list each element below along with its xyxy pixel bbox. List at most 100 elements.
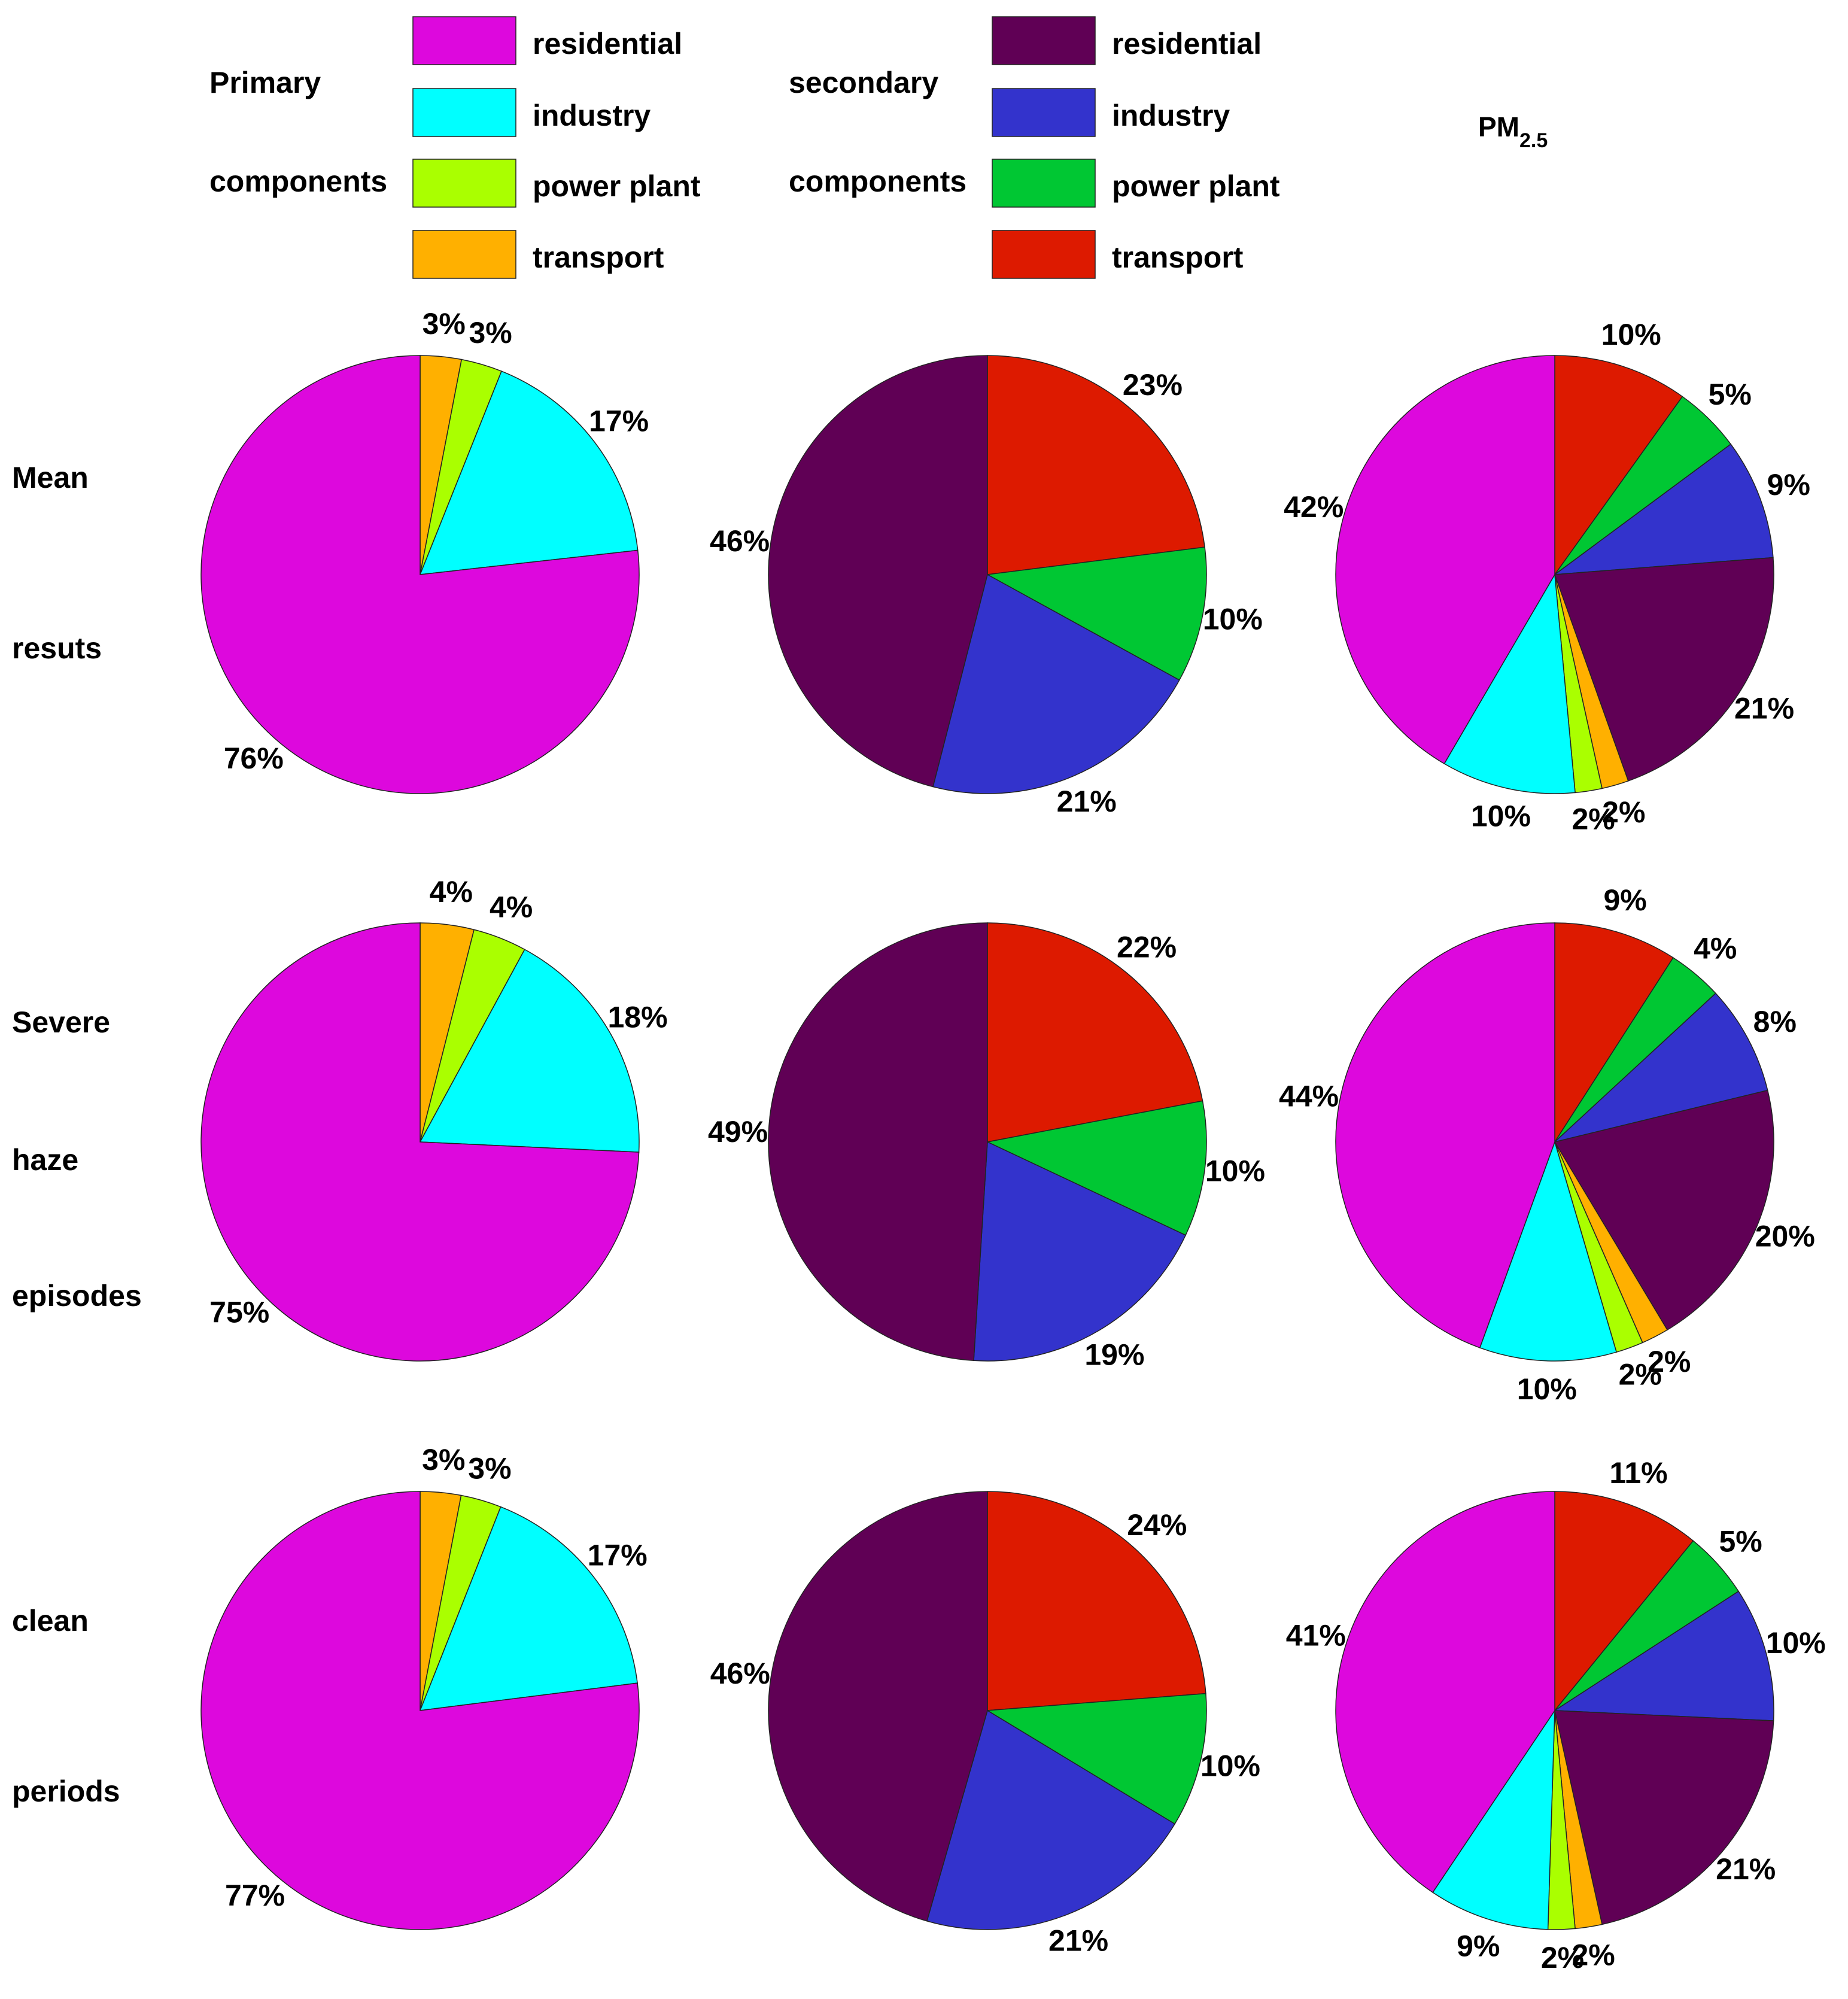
primary-legend-title-line2: components (209, 165, 387, 198)
pie-slice-severe-haze-episodes-secondary-components-power-plant (986, 1100, 1207, 1236)
pm25-column-title: PM2.5 (1478, 111, 1548, 152)
pie-slice-severe-haze-episodes-primary-components-industry (419, 949, 640, 1153)
pie-label-clean-periods-primary-components-power-plant: 3% (468, 1452, 511, 1485)
pie-label-clean-periods-pm2-5-primary-residential: 41% (1286, 1619, 1346, 1652)
pie-slice-mean-resuts-primary-components-residential (200, 355, 640, 794)
pie-label-clean-periods-pm2-5-secondary-residential: 21% (1716, 1852, 1776, 1886)
row-label-clean-line2: periods (12, 1775, 120, 1808)
primary-power-plant-swatch (412, 159, 516, 208)
secondary-industry-label: industry (1112, 99, 1230, 132)
pie-slice-mean-resuts-pm2-5-secondary-transport (1554, 355, 1683, 576)
secondary-industry-swatch (992, 88, 1096, 137)
pie-label-mean-resuts-pm2-5-secondary-residential: 21% (1734, 691, 1794, 725)
pie-slice-clean-periods-pm2-5-secondary-residential (1554, 1710, 1774, 1925)
primary-residential-label: residential (533, 27, 682, 60)
pie-slice-clean-periods-pm2-5-primary-industry (1432, 1709, 1555, 1930)
pie-label-clean-periods-secondary-components-industry: 21% (1048, 1924, 1108, 1958)
pie-label-mean-resuts-primary-components-residential: 76% (224, 742, 284, 775)
pie-slice-mean-resuts-pm2-5-primary-industry (1443, 573, 1576, 794)
row-label-clean-line1: clean (12, 1604, 89, 1638)
pie-slice-mean-resuts-secondary-components-transport (987, 355, 1205, 575)
pie-label-severe-haze-episodes-secondary-components-power-plant: 10% (1205, 1155, 1265, 1188)
pie-slice-clean-periods-primary-components-industry (419, 1506, 638, 1711)
pie-slice-mean-resuts-pm2-5-primary-residential (1335, 355, 1555, 765)
pie-slice-severe-haze-episodes-primary-components-residential (200, 922, 640, 1362)
pie-label-severe-haze-episodes-pm2-5-secondary-residential: 20% (1755, 1219, 1815, 1253)
pie-label-mean-resuts-pm2-5-secondary-transport: 10% (1601, 318, 1661, 351)
pie-label-clean-periods-primary-components-industry: 17% (588, 1539, 648, 1572)
pie-label-severe-haze-episodes-pm2-5-secondary-power-plant: 4% (1694, 932, 1737, 965)
secondary-transport-swatch (992, 230, 1096, 279)
pie-label-mean-resuts-pm2-5-secondary-industry: 9% (1767, 468, 1810, 502)
primary-industry-swatch (412, 88, 516, 137)
pie-label-severe-haze-episodes-pm2-5-primary-industry: 10% (1517, 1372, 1577, 1406)
pie-slice-clean-periods-secondary-components-industry (926, 1709, 1176, 1930)
row-label-severe-line2: haze (12, 1143, 78, 1177)
pie-slice-mean-resuts-pm2-5-secondary-residential (1554, 557, 1774, 782)
secondary-residential-swatch (992, 16, 1096, 65)
pie-slice-clean-periods-secondary-components-transport (987, 1491, 1206, 1711)
pie-label-severe-haze-episodes-primary-components-transport: 4% (430, 875, 473, 909)
pie-label-severe-haze-episodes-pm2-5-primary-residential: 44% (1279, 1080, 1339, 1113)
pie-grid: 3% 3%17%76%23%10%21%46%10%5%9%21%2%2%10%4… (200, 307, 1826, 1974)
pie-label-severe-haze-episodes-secondary-components-transport: 22% (1117, 931, 1177, 964)
pie-label-mean-resuts-pm2-5-secondary-power-plant: 5% (1709, 378, 1752, 411)
pie-slice-severe-haze-episodes-pm2-5-secondary-residential (1554, 1089, 1774, 1331)
pie-slice-clean-periods-pm2-5-secondary-transport (1554, 1491, 1694, 1712)
primary-legend-title-line1: Primary (209, 66, 321, 99)
pie-label-mean-resuts-secondary-components-industry: 21% (1057, 785, 1117, 818)
secondary-power-plant-swatch (992, 159, 1096, 208)
pie-label-clean-periods-secondary-components-transport: 24% (1127, 1508, 1187, 1542)
pie-label-clean-periods-pm2-5-primary-power-plant: 2% (1541, 1941, 1584, 1974)
pie-label-mean-resuts-primary-components-industry: 17% (589, 405, 649, 438)
secondary-residential-label: residential (1112, 27, 1262, 60)
row-label-mean-line1: Mean (12, 461, 89, 494)
primary-industry-label: industry (533, 99, 651, 132)
pie-slice-severe-haze-episodes-secondary-components-industry (973, 1141, 1187, 1362)
pie-label-severe-haze-episodes-secondary-components-residential: 49% (708, 1115, 768, 1149)
secondary-transport-label: transport (1112, 241, 1244, 274)
primary-transport-label: transport (533, 241, 664, 274)
pie-label-clean-periods-pm2-5-secondary-industry: 10% (1766, 1626, 1826, 1660)
pie-label-clean-periods-primary-components-transport: 3% (422, 1443, 465, 1477)
primary-power-plant-label: power plant (533, 169, 701, 203)
pie-slice-clean-periods-secondary-components-residential (768, 1491, 988, 1922)
pie-slice-severe-haze-episodes-pm2-5-primary-residential (1335, 922, 1555, 1348)
pie-label-clean-periods-pm2-5-primary-transport: 2% (1572, 1938, 1615, 1971)
pie-slice-severe-haze-episodes-secondary-components-residential (768, 922, 988, 1362)
pie-label-clean-periods-secondary-components-residential: 46% (710, 1657, 770, 1690)
pie-slice-severe-haze-episodes-pm2-5-primary-industry (1479, 1140, 1618, 1362)
row-label-severe-line3: episodes (12, 1279, 142, 1313)
pie-label-mean-resuts-pm2-5-primary-industry: 10% (1471, 800, 1531, 833)
secondary-power-plant-label: power plant (1112, 169, 1280, 203)
pie-slice-mean-resuts-secondary-components-residential (768, 355, 988, 788)
pie-label-clean-periods-pm2-5-primary-industry: 9% (1457, 1929, 1500, 1962)
pie-slice-mean-resuts-pm2-5-secondary-industry (1553, 443, 1774, 575)
pie-slice-clean-periods-pm2-5-secondary-industry (1553, 1590, 1774, 1721)
pie-label-mean-resuts-pm2-5-primary-power-plant: 2% (1572, 802, 1615, 836)
primary-residential-swatch (412, 16, 516, 65)
pie-slice-clean-periods-pm2-5-primary-residential (1335, 1491, 1555, 1893)
pie-label-clean-periods-pm2-5-secondary-transport: 11% (1609, 1456, 1667, 1490)
pie-slice-mean-resuts-primary-components-industry (419, 370, 639, 575)
row-labels: Mean resuts Severe haze episodes clean p… (12, 461, 142, 1808)
pie-label-severe-haze-episodes-pm2-5-secondary-industry: 8% (1753, 1005, 1797, 1038)
pie-label-severe-haze-episodes-primary-components-power-plant: 4% (490, 891, 533, 924)
pie-label-mean-resuts-pm2-5-primary-residential: 42% (1284, 490, 1344, 524)
pie-slice-clean-periods-secondary-components-power-plant (986, 1693, 1207, 1825)
pie-label-mean-resuts-secondary-components-transport: 23% (1123, 368, 1183, 402)
pie-label-mean-resuts-pm2-5-primary-transport: 2% (1602, 795, 1645, 829)
pie-label-severe-haze-episodes-pm2-5-primary-power-plant: 2% (1619, 1357, 1662, 1391)
pie-label-clean-periods-secondary-components-power-plant: 10% (1200, 1749, 1260, 1783)
row-label-severe-line1: Severe (12, 1005, 110, 1039)
secondary-legend-title-line1: secondary (789, 66, 938, 99)
primary-legend: Primary components residential industry … (209, 16, 701, 279)
pie-slice-severe-haze-episodes-pm2-5-secondary-transport (1554, 922, 1674, 1144)
pie-label-severe-haze-episodes-secondary-components-industry: 19% (1084, 1338, 1144, 1371)
pie-label-severe-haze-episodes-primary-components-industry: 18% (607, 1000, 667, 1034)
pie-label-clean-periods-pm2-5-secondary-power-plant: 5% (1719, 1525, 1762, 1559)
pie-slice-severe-haze-episodes-pm2-5-secondary-industry (1553, 992, 1768, 1143)
primary-transport-swatch (412, 230, 516, 279)
secondary-legend: secondary components residential industr… (789, 16, 1280, 279)
pie-label-mean-resuts-secondary-components-residential: 46% (710, 524, 770, 558)
